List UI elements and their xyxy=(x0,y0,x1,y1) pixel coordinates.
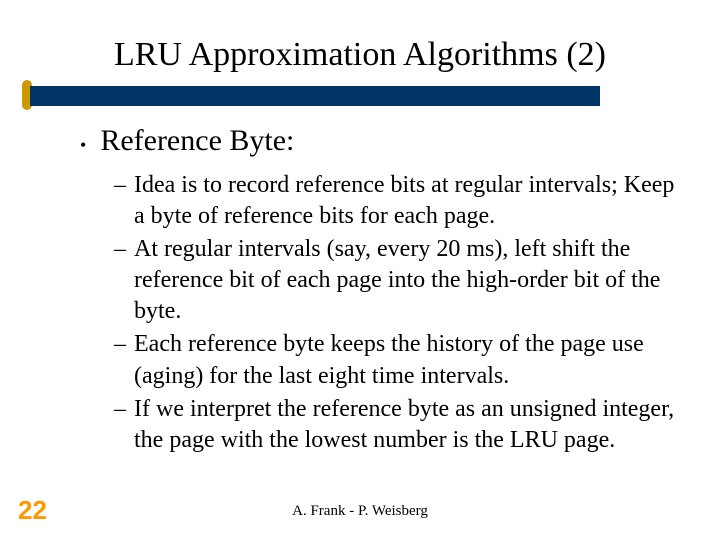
sub-bullet-item: – Idea is to record reference bits at re… xyxy=(114,170,680,232)
slide-body: • Reference Byte: – Idea is to record re… xyxy=(80,122,680,458)
slide-title: LRU Approximation Algorithms (2) xyxy=(0,36,720,74)
dash-icon: – xyxy=(114,234,126,265)
dash-icon: – xyxy=(114,394,126,425)
sub-bullet-text: At regular intervals (say, every 20 ms),… xyxy=(134,234,680,328)
sub-bullet-text: Idea is to record reference bits at regu… xyxy=(134,170,680,232)
sub-bullet-item: – At regular intervals (say, every 20 ms… xyxy=(114,234,680,328)
title-bar xyxy=(30,86,600,106)
bullet-item: • Reference Byte: xyxy=(80,122,680,160)
dash-icon: – xyxy=(114,329,126,360)
dash-icon: – xyxy=(114,170,126,201)
sub-bullet-text: If we interpret the reference byte as an… xyxy=(134,394,680,456)
sub-bullet-item: – Each reference byte keeps the history … xyxy=(114,329,680,391)
bullet-dot-icon: • xyxy=(80,136,86,154)
bullet-text: Reference Byte: xyxy=(100,122,294,160)
footer-attribution: A. Frank - P. Weisberg xyxy=(0,503,720,520)
sub-bullet-item: – If we interpret the reference byte as … xyxy=(114,394,680,456)
sub-bullet-list: – Idea is to record reference bits at re… xyxy=(114,170,680,457)
sub-bullet-text: Each reference byte keeps the history of… xyxy=(134,329,680,391)
slide: LRU Approximation Algorithms (2) • Refer… xyxy=(0,0,720,540)
